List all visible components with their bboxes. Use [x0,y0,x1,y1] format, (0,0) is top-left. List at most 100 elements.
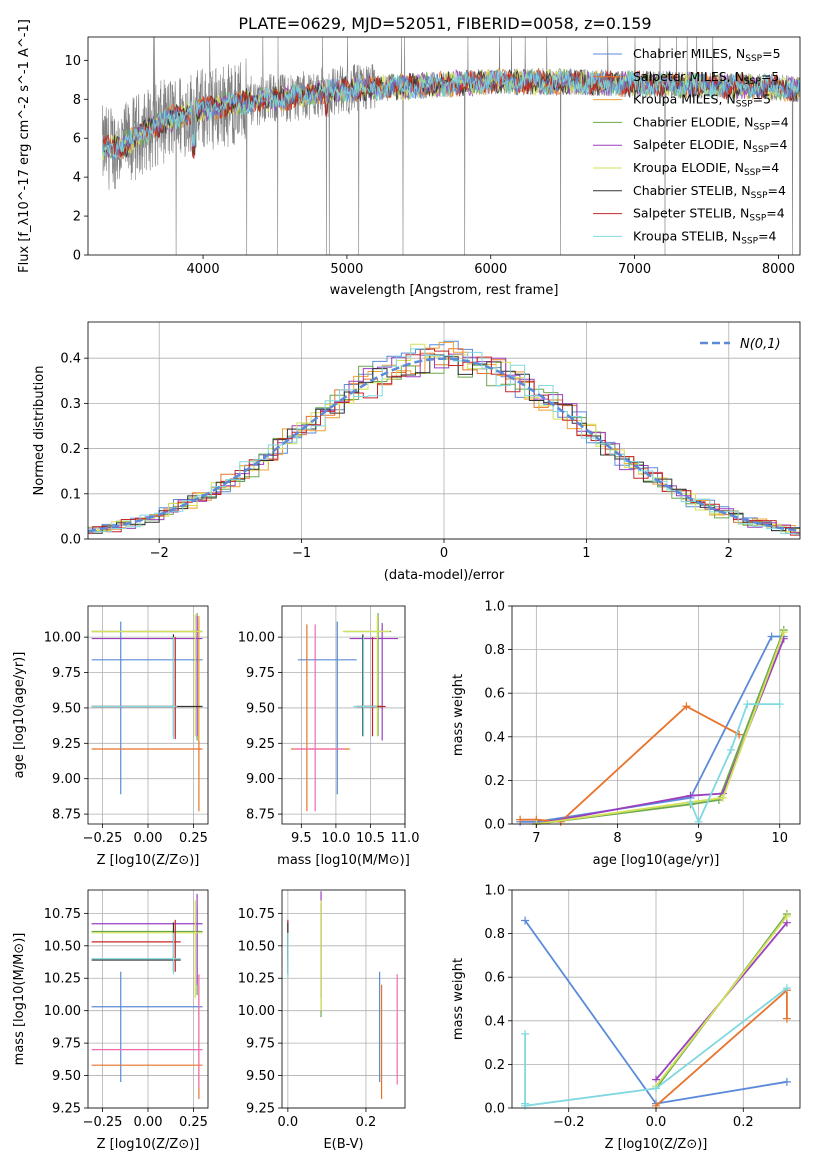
x-tick-label: 9.5 [291,831,312,846]
y-tick-label: 1.0 [484,884,505,899]
y-tick-label: 10.75 [44,907,81,922]
age_vs_Z-plot-area [91,613,203,812]
x-tick-label: 0.2 [733,1115,754,1130]
y-tick-label: 9.75 [52,1037,81,1052]
x-axis-label: Z [log10(Z/Z⊙)] [97,853,200,868]
residuals-plot-area [88,340,800,536]
y-tick-label: 6 [73,132,81,147]
y-tick-label: 0.2 [60,442,81,457]
model-spectrum-line-kroupa_stelib [101,69,800,158]
mass_vs_Z-plot-area [91,893,203,1099]
y-tick-label: 9.75 [246,1037,275,1052]
series-point-marker [782,1077,791,1086]
x-tick-label: 8 [613,831,621,846]
y-axis-label: mass weight [451,958,466,1040]
figure-title: PLATE=0629, MJD=52051, FIBERID=0058, z=0… [238,14,651,33]
x-tick-label: 0.0 [646,1115,667,1130]
x-axis-label: mass [log10(M/M⊙)] [277,853,410,868]
y-tick-label: 0.3 [60,397,81,412]
series-point-marker [782,912,791,921]
y-tick-label: 9.00 [246,772,275,787]
y-tick-label: 0.8 [484,643,505,658]
y-tick-label: 9.75 [52,666,81,681]
x-axis-label: Z [log10(Z/Z⊙)] [605,1137,708,1152]
age_vs_Z-chart: −0.25 0.00 0.25 8.75 9.00 9.25 9.50 9.75 10.00 Z … [12,605,209,868]
y-axis-label: mass [log10(M/M⊙)] [12,933,27,1066]
y-tick-label: 0.0 [484,818,505,833]
x-tick-label: 0.2 [356,1115,377,1130]
x-tick-label: 9 [694,831,702,846]
y-tick-label: 0.2 [484,1058,505,1073]
y-tick-label: 1.0 [484,600,505,615]
y-tick-label: 10.50 [238,939,275,954]
y-tick-label: 10.25 [238,972,275,987]
series-line [536,629,785,825]
y-tick-label: 9.50 [52,701,81,716]
y-tick-label: 9.75 [246,666,275,681]
series-line [655,988,788,1107]
x-tick-label: 0.0 [278,1115,299,1130]
series-point-marker [521,1029,530,1038]
x-axis-label: E(B-V) [323,1137,363,1152]
legend-entry: Kroupa STELIB, NSSP=4 [633,228,777,246]
series-point-marker [782,984,791,993]
y-tick-label: 9.50 [52,1069,81,1084]
y-tick-label: 10.00 [44,631,81,646]
series-point-marker [743,700,752,709]
series-point-marker [516,815,525,824]
y-tick-label: 8.75 [246,808,275,823]
y-tick-label: 9.50 [246,1069,275,1084]
x-tick-label: 4000 [187,262,220,277]
x-axis-label: wavelength [Angstrom, rest frame] [330,283,559,298]
series-point-marker [718,793,727,802]
series-line [655,915,788,1087]
y-tick-label: 10.00 [238,631,275,646]
y-tick-label: 9.25 [246,737,275,752]
y-tick-label: 10.50 [44,939,81,954]
y-tick-label: 0 [73,249,81,264]
y-tick-label: 10.00 [238,1004,275,1019]
x-tick-label: 11.0 [391,831,420,846]
y-tick-label: 2 [73,210,81,225]
y-tick-label: 8.75 [52,808,81,823]
x-tick-label: 0.00 [134,1115,163,1130]
x-tick-label: 7 [532,831,540,846]
histogram-salpeter_stelib [88,348,800,536]
y-tick-label: 9.00 [52,772,81,787]
histogram-chabrier_miles [88,340,800,532]
axes-frame [281,605,406,825]
series-point-marker [779,628,788,637]
spectrum-plot-area [101,37,800,255]
axes-frame [87,36,801,256]
series-point-marker [521,1101,530,1110]
mass_vs_ebv-plot-area [287,891,398,1099]
legend-entry: Salpeter STELIB, NSSP=4 [633,206,785,224]
model-spectrum-line-chabrier_miles [101,68,800,161]
x-tick-label: −1 [292,546,311,561]
legend-entry: Chabrier MILES, NSSP=5 [633,46,781,64]
spectrum-chart: 4000 5000 6000 7000 8000 0 2 4 6 8 10 wavelength [A… [17,19,801,298]
x-axis-label: Z [log10(Z/Z⊙)] [97,1137,200,1152]
series-line [536,631,785,825]
legend-entry: Salpeter ELODIE, NSSP=4 [633,137,788,155]
x-axis-label: age [log10(age/yr)] [593,853,720,868]
axes-frame [511,605,801,825]
y-tick-label: 9.50 [246,701,275,716]
legend-entry: N(0,1) [740,337,781,352]
x-tick-label: 10.0 [321,831,350,846]
x-tick-label: −0.2 [553,1115,585,1130]
y-axis-label: Normed distribution [32,366,47,496]
mass_weight_vs_Z-chart: −0.2 0.0 0.2 0.0 0.2 0.4 0.6 0.8 1.0 Z [log10(Z/Z… [451,884,801,1152]
series-point-marker [714,796,723,805]
legend-entry: Chabrier STELIB, NSSP=4 [633,183,786,201]
y-tick-label: 9.25 [52,737,81,752]
y-tick-label: 0.6 [484,971,505,986]
y-tick-label: 0.4 [484,730,505,745]
series-point-marker [686,798,695,807]
x-tick-label: 10.5 [356,831,385,846]
series-line [520,635,784,823]
y-tick-label: 9.25 [52,1102,81,1117]
y-tick-label: 0.0 [60,533,81,548]
series-point-marker [775,700,784,709]
